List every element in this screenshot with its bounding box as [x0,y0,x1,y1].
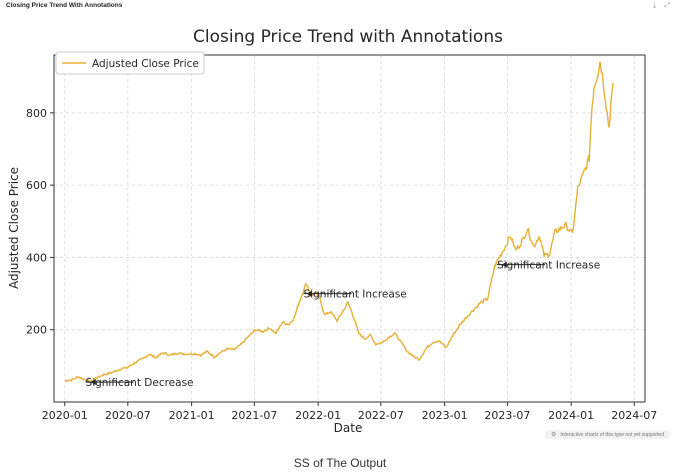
x-tick-label: 2021-01 [169,409,215,422]
footnote-text: Interactive charts of this type not yet … [560,431,664,438]
series-line [64,61,615,384]
y-tick-label: 200 [26,324,47,337]
x-tick-label: 2024-07 [611,409,657,422]
x-tick-label: 2020-01 [42,409,88,422]
image-caption: SS of The Output [293,456,387,470]
annotation-label: Significant Decrease [86,377,194,389]
x-axis: 2020-01 2020-07 2021-01 2021-07 2022-01 2022-… [42,402,657,422]
expand-icon[interactable]: ⤢ [664,1,670,9]
y-axis-label: Adjusted Close Price [7,167,21,289]
y-tick-label: 400 [26,251,47,264]
grid-lines [54,55,645,402]
header-toolbar: ⤓ ⤢ [647,1,670,10]
x-tick-label: 2023-01 [422,409,468,422]
info-icon: ⚙ [550,432,557,438]
line-chart: Closing Price Trend with Annotations 202… [7,27,657,435]
annotation-arrowhead [306,290,312,297]
x-tick-label: 2021-07 [231,409,277,422]
x-tick-label: 2023-07 [484,409,530,422]
annotations: Significant Decrease Significant Increase… [85,260,600,389]
footnote-badge: ⚙ Interactive charts of this type not ye… [544,430,670,439]
y-tick-label: 800 [26,107,47,120]
x-tick-label: 2024-01 [548,409,594,422]
annotation-label: Significant Increase [304,289,407,301]
page-header: Closing Price Trend With Annotations ⤓ ⤢ [0,0,680,14]
chart-title: Closing Price Trend with Annotations [193,27,503,47]
plot-frame [53,54,646,403]
x-tick-label: 2020-07 [105,409,151,422]
annotation-arrowhead [90,379,96,386]
y-axis: 200 400 600 800 [26,107,54,337]
download-icon[interactable]: ⤓ [653,1,657,9]
annotation-arrowhead [501,261,507,268]
legend-label: Adjusted Close Price [92,58,199,70]
x-tick-label: 2022-01 [295,409,341,422]
legend: Adjusted Close Price [55,51,205,75]
legend-box [55,51,205,75]
x-tick-label: 2022-07 [358,409,404,422]
x-axis-label: Date [334,421,363,435]
annotation-label: Significant Increase [497,260,600,272]
y-tick-label: 600 [26,179,47,192]
page-title: Closing Price Trend With Annotations [6,2,123,9]
chart-container: Closing Price Trend with Annotations 202… [0,12,680,445]
